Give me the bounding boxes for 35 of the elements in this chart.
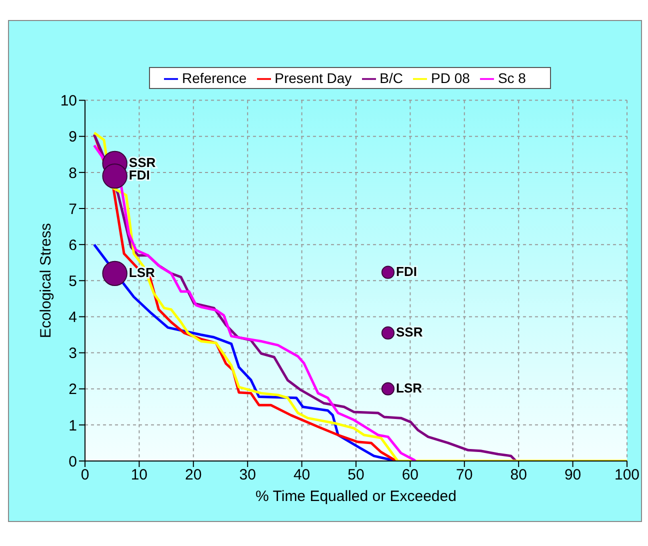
- y-tick-label: 9: [68, 128, 77, 146]
- y-axis-title: Ecological Stress: [37, 223, 54, 338]
- annotation: SSR: [396, 324, 424, 340]
- x-axis-title: % Time Equalled or Exceeded: [256, 488, 456, 505]
- y-tick-label: 2: [68, 381, 77, 398]
- x-tick-label: 10: [130, 466, 148, 484]
- y-tick-label: 7: [68, 200, 77, 218]
- x-tick-label: 30: [239, 466, 256, 484]
- legend-label: Sc 8: [498, 70, 526, 86]
- annotation: SSR: [128, 154, 156, 170]
- y-tick-label: 10: [60, 92, 77, 110]
- x-tick-label: 20: [185, 466, 202, 484]
- y-tick-label: 1: [68, 417, 77, 434]
- x-tick-label: 100: [614, 466, 640, 484]
- annotation: LSR: [396, 380, 423, 396]
- x-tick-label: 60: [402, 466, 419, 484]
- legend-label: Reference: [182, 70, 247, 86]
- x-tick-label: 40: [293, 466, 310, 484]
- x-tick-label: 80: [510, 466, 527, 484]
- x-tick-label: 50: [348, 466, 364, 484]
- legend-label: PD 08: [431, 70, 470, 86]
- y-tick-label: 8: [68, 164, 77, 182]
- legend-label: B/C: [380, 70, 404, 86]
- x-tick-label: 90: [564, 466, 582, 484]
- legend-label: Present Day: [274, 70, 352, 86]
- x-tick-label: 70: [456, 466, 473, 484]
- y-tick-label: 4: [68, 309, 77, 326]
- y-tick-label: 0: [68, 453, 77, 470]
- y-tick-label: 3: [68, 345, 77, 362]
- line-series: [92, 132, 627, 461]
- annotation: FDI: [396, 264, 417, 279]
- y-tick-label: 6: [68, 236, 77, 254]
- y-tick-label: 5: [68, 272, 77, 290]
- x-tick-label: 0: [80, 466, 90, 484]
- annotation: FDI: [128, 167, 150, 182]
